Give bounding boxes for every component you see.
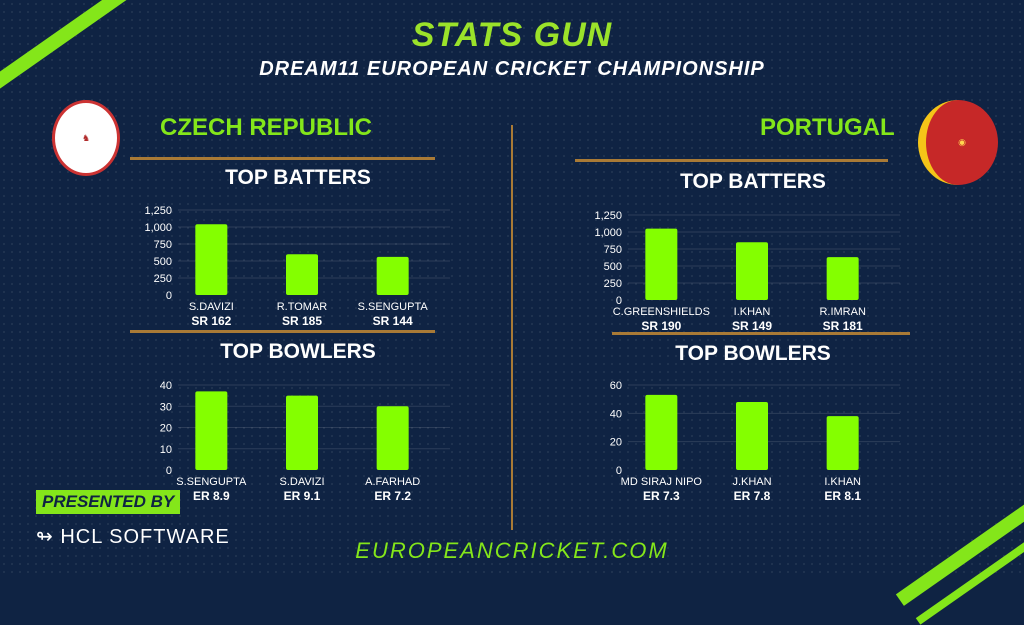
x-category-label: R.TOMAR	[277, 301, 328, 313]
divider	[130, 330, 435, 333]
page-title: STATS GUN	[411, 16, 613, 54]
y-tick-label: 20	[610, 437, 622, 449]
sponsor-name: HCL SOFTWARE	[60, 526, 230, 548]
y-tick-label: 500	[604, 261, 622, 273]
stat-sublabel: ER 8.1	[824, 489, 861, 503]
right-bowlers-heading: TOP BOWLERS	[675, 342, 831, 365]
stat-sublabel: ER 9.1	[284, 489, 321, 503]
divider	[575, 159, 888, 162]
stat-sublabel: ER 8.9	[193, 489, 230, 503]
x-category-label: MD SIRAJ NIPO	[621, 476, 703, 488]
y-tick-label: 1,000	[144, 222, 172, 234]
y-tick-label: 40	[160, 380, 172, 392]
y-tick-label: 20	[160, 423, 172, 435]
bar	[286, 254, 318, 295]
stat-sublabel: SR 162	[191, 314, 231, 328]
bar	[376, 406, 409, 470]
left-batters-heading: TOP BATTERS	[225, 166, 371, 189]
y-tick-label: 30	[160, 401, 172, 413]
y-tick-label: 0	[166, 465, 172, 477]
bar	[645, 394, 678, 470]
x-category-label: J.KHAN	[732, 476, 771, 488]
y-tick-label: 40	[610, 408, 622, 420]
divider	[130, 157, 435, 160]
bar	[736, 402, 768, 470]
y-tick-label: 0	[616, 465, 622, 477]
y-tick-label: 250	[154, 273, 172, 285]
y-tick-label: 250	[604, 278, 622, 290]
portugal-logo: ◉	[918, 100, 998, 185]
sponsor-logo: ↬ HCL SOFTWARE	[36, 524, 230, 549]
bar	[736, 242, 768, 300]
bar	[195, 224, 228, 295]
y-tick-label: 60	[610, 380, 622, 392]
bar	[826, 257, 859, 300]
stat-sublabel: SR 149	[732, 319, 772, 333]
stat-sublabel: SR 185	[282, 314, 322, 328]
bar	[286, 395, 318, 470]
x-category-label: I.KHAN	[734, 306, 771, 318]
stat-sublabel: ER 7.2	[374, 489, 411, 503]
y-tick-label: 750	[604, 244, 622, 256]
y-tick-label: 1,250	[144, 205, 172, 217]
left-team-name: CZECH REPUBLIC	[160, 114, 373, 141]
right-team-name: PORTUGAL	[760, 114, 895, 141]
left-bowlers-chart: 0 10 20 30 40 S.SENGUPTA ER 8.9 S.DAVIZI ER 9.1 A…	[130, 380, 460, 510]
bar	[376, 256, 409, 295]
stat-sublabel: ER 7.3	[643, 489, 680, 503]
left-bowlers-heading: TOP BOWLERS	[220, 340, 376, 363]
y-tick-label: 750	[154, 239, 172, 251]
y-tick-label: 0	[166, 290, 172, 302]
hcl-icon: ↬	[36, 526, 61, 548]
presented-by-badge: PRESENTED BY	[36, 490, 181, 514]
y-tick-label: 500	[154, 256, 172, 268]
bar	[645, 228, 678, 300]
x-category-label: I.KHAN	[824, 476, 861, 488]
bar	[826, 416, 859, 470]
x-category-label: S.SENGUPTA	[176, 476, 247, 488]
x-category-label: S.SENGUPTA	[358, 301, 429, 313]
stat-sublabel: SR 190	[641, 319, 681, 333]
y-tick-label: 1,000	[594, 227, 622, 239]
left-batters-chart: 0 250 500 750 1,000 1,250 S.DAVIZI SR 162 R.TOMA…	[130, 205, 460, 335]
stat-sublabel: SR 144	[373, 314, 413, 328]
center-divider	[511, 125, 513, 530]
x-category-label: R.IMRAN	[819, 306, 866, 318]
page-subtitle: DREAM11 EUROPEAN CRICKET CHAMPIONSHIP	[259, 58, 765, 80]
x-category-label: C.GREENSHIELDS	[613, 306, 710, 318]
website-link[interactable]: EUROPEANCRICKET.COM	[355, 538, 669, 563]
stat-sublabel: ER 7.8	[734, 489, 771, 503]
right-batters-chart: 0 250 500 750 1,000 1,250 C.GREENSHIELDS SR 190…	[580, 210, 910, 340]
stat-sublabel: SR 181	[823, 319, 863, 333]
y-tick-label: 1,250	[594, 210, 622, 222]
x-category-label: S.DAVIZI	[279, 476, 324, 488]
bar	[195, 391, 228, 470]
x-category-label: S.DAVIZI	[189, 301, 234, 313]
right-bowlers-chart: 0 20 40 60 MD SIRAJ NIPO ER 7.3 J.KHAN ER 7.8 I.…	[580, 380, 910, 510]
right-batters-heading: TOP BATTERS	[680, 170, 826, 193]
y-tick-label: 0	[616, 295, 622, 307]
y-tick-label: 10	[160, 444, 172, 456]
divider	[612, 332, 910, 335]
x-category-label: A.FARHAD	[365, 476, 420, 488]
czech-logo: ♞	[52, 100, 120, 176]
